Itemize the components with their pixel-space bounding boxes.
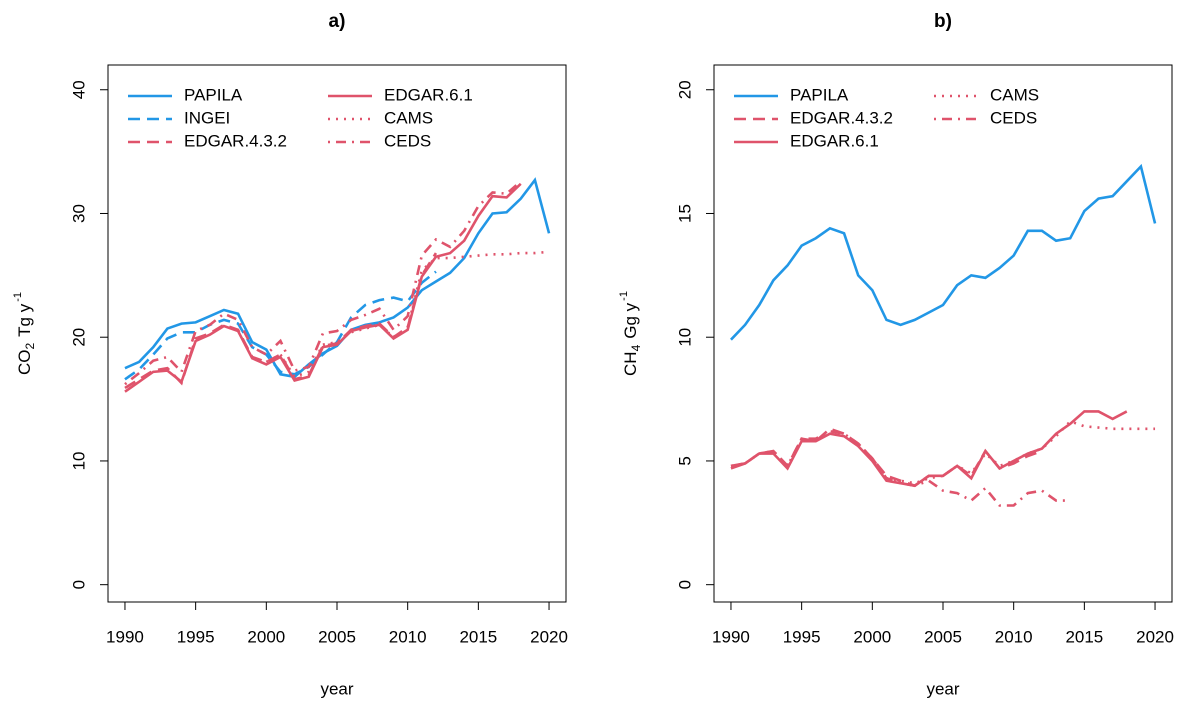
y-tick-label: 10 <box>675 328 694 347</box>
y-axis-title-sub: 2 <box>23 343 37 350</box>
x-tick-label: 2005 <box>318 627 356 646</box>
y-tick-label: 40 <box>69 80 88 99</box>
x-tick-label: 1995 <box>783 627 821 646</box>
series-line <box>124 180 522 386</box>
series-line <box>730 429 1071 507</box>
y-tick-label: 20 <box>675 80 694 99</box>
y-tick-label: 5 <box>675 456 694 465</box>
x-tick-label: 2000 <box>853 627 891 646</box>
y-tick-label: 0 <box>675 580 694 589</box>
x-tick-label: 2015 <box>459 627 497 646</box>
chart-title: a) <box>329 11 346 32</box>
legend-label: INGEI <box>184 108 230 127</box>
panel: a) 1990 1995 2000 2005 2010 2015 2020 year 0 10 20 3… <box>12 11 568 698</box>
y-axis-title-sup: -1 <box>618 291 630 301</box>
x-tick-label: 1990 <box>106 627 144 646</box>
plot-frame <box>713 64 1173 603</box>
x-tick-label: 1995 <box>177 627 215 646</box>
chart-title: b) <box>934 11 952 32</box>
legend-label: EDGAR.6.1 <box>384 85 473 104</box>
series-line <box>124 252 438 390</box>
legend-label: EDGAR.4.3.2 <box>790 108 893 127</box>
series-line <box>124 270 437 381</box>
legend-label: CAMS <box>384 108 433 127</box>
y-tick-label: 20 <box>69 328 88 347</box>
legend-label: PAPILA <box>790 85 849 104</box>
series-line <box>730 163 1157 341</box>
panel: b) 1990 1995 2000 2005 2010 2015 2020 year 0 5 10 15… <box>618 11 1174 698</box>
series-line <box>124 177 551 379</box>
legend-label: EDGAR.4.3.2 <box>184 131 287 150</box>
x-tick-label: 2020 <box>530 627 568 646</box>
series-line <box>265 250 550 379</box>
y-tick-label: 10 <box>69 451 88 470</box>
x-tick-label: 2010 <box>995 627 1033 646</box>
y-axis-title-unit: Tg y <box>15 303 34 337</box>
x-tick-label: 2020 <box>1136 627 1174 646</box>
legend-label: PAPILA <box>184 85 243 104</box>
y-axis-title-text: CH <box>621 351 640 376</box>
y-axis-title: CO2 Tg y-1 <box>12 292 37 375</box>
legend-label: CEDS <box>384 131 431 150</box>
x-tick-label: 2015 <box>1065 627 1103 646</box>
y-axis-title-sub: 4 <box>629 344 643 351</box>
y-tick-label: 30 <box>69 204 88 223</box>
plot-frame <box>107 64 567 603</box>
x-tick-label: 1990 <box>712 627 750 646</box>
y-tick-label: 15 <box>675 204 694 223</box>
x-axis-title: year <box>320 679 353 698</box>
y-axis-title-text: CO <box>15 350 34 376</box>
legend-label: EDGAR.6.1 <box>790 131 879 150</box>
series-line <box>124 182 522 393</box>
y-axis-title-unit: Gg y <box>621 302 640 338</box>
x-axis-title: year <box>926 679 959 698</box>
series-line <box>871 419 1156 485</box>
y-axis-title: CH4 Gg y-1 <box>618 291 643 376</box>
legend-label: CEDS <box>990 108 1037 127</box>
x-tick-label: 2000 <box>247 627 285 646</box>
y-tick-label: 0 <box>69 580 88 589</box>
x-tick-label: 2005 <box>924 627 962 646</box>
legend-label: CAMS <box>990 85 1039 104</box>
y-axis-title-sup: -1 <box>12 292 24 302</box>
x-tick-label: 2010 <box>389 627 427 646</box>
